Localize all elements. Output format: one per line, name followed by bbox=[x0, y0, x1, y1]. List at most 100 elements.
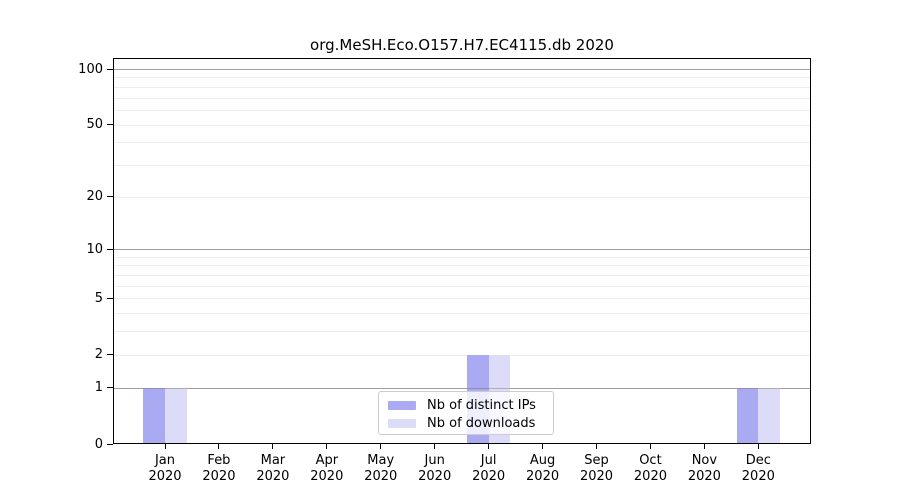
minor-gridline bbox=[113, 97, 811, 99]
bar-nb-of-distinct-ips bbox=[143, 387, 165, 444]
x-tick-mark bbox=[703, 444, 705, 449]
x-tick-label: Oct 2020 bbox=[618, 453, 682, 484]
x-tick-year: 2020 bbox=[741, 468, 775, 484]
x-tick-month: Jul bbox=[480, 453, 497, 468]
x-tick-month: Aug bbox=[529, 453, 556, 468]
x-tick-mark bbox=[380, 444, 382, 449]
major-gridline bbox=[113, 249, 811, 251]
x-tick-mark bbox=[164, 444, 166, 449]
minor-gridline bbox=[113, 109, 811, 111]
y-tick-label: 5 bbox=[94, 290, 103, 306]
x-tick-year: 2020 bbox=[364, 468, 398, 484]
bar-nb-of-downloads bbox=[758, 387, 781, 444]
major-gridline-over bbox=[113, 69, 811, 70]
minor-gridline bbox=[113, 164, 811, 166]
x-tick-mark bbox=[218, 444, 220, 449]
x-tick-month: Jun bbox=[424, 453, 445, 468]
x-tick-label: May 2020 bbox=[349, 453, 413, 484]
y-tick-label: 20 bbox=[86, 189, 103, 205]
x-tick-month: Apr bbox=[315, 453, 339, 468]
x-tick-month: Nov bbox=[691, 453, 718, 468]
minor-gridline bbox=[113, 331, 811, 333]
legend-swatch bbox=[388, 419, 416, 428]
x-tick-label: Jul 2020 bbox=[457, 453, 521, 484]
x-tick-month: Jan bbox=[154, 453, 176, 468]
x-tick-month: Mar bbox=[260, 453, 286, 468]
major-gridline bbox=[113, 387, 811, 389]
x-tick-label: Aug 2020 bbox=[511, 453, 575, 484]
y-tick-label: 0 bbox=[94, 436, 103, 452]
x-tick-mark bbox=[542, 444, 544, 449]
x-tick-year: 2020 bbox=[202, 468, 236, 484]
minor-gridline bbox=[113, 77, 811, 79]
minor-gridline bbox=[113, 285, 811, 287]
x-tick-label: Feb 2020 bbox=[187, 453, 251, 484]
x-tick-year: 2020 bbox=[526, 468, 560, 484]
minor-gridline bbox=[113, 142, 811, 144]
x-tick-mark bbox=[326, 444, 328, 449]
chart-title: org.MeSH.Eco.O157.H7.EC4115.db 2020 bbox=[310, 36, 614, 54]
x-tick-mark bbox=[488, 444, 490, 449]
legend: Nb of distinct IPs Nb of downloads bbox=[378, 391, 554, 435]
y-tick-mark bbox=[107, 68, 113, 70]
x-tick-label: Sep 2020 bbox=[565, 453, 629, 484]
y-tick-mark bbox=[107, 387, 113, 389]
y-tick-mark bbox=[107, 124, 113, 126]
x-tick-month: Oct bbox=[639, 453, 662, 468]
legend-item: Nb of distinct IPs bbox=[379, 396, 553, 414]
major-gridline-overlay bbox=[113, 58, 811, 444]
legend-item: Nb of downloads bbox=[379, 415, 553, 433]
major-gridline bbox=[113, 69, 811, 70]
bar-nb-of-distinct-ips bbox=[736, 387, 759, 444]
x-tick-year: 2020 bbox=[633, 468, 667, 484]
x-tick-year: 2020 bbox=[687, 468, 721, 484]
y-tick-label: 10 bbox=[86, 241, 103, 257]
minor-gridline bbox=[113, 86, 811, 88]
x-tick-label: Jun 2020 bbox=[403, 453, 467, 484]
x-tick-month: Sep bbox=[584, 453, 609, 468]
major-gridline-over bbox=[113, 387, 811, 389]
y-tick-mark bbox=[107, 297, 113, 299]
minor-gridline bbox=[113, 313, 811, 315]
grid-layer bbox=[113, 58, 811, 444]
x-tick-year: 2020 bbox=[148, 468, 182, 484]
x-tick-label: Dec 2020 bbox=[726, 453, 790, 484]
minor-gridline bbox=[113, 265, 811, 267]
x-tick-mark bbox=[272, 444, 274, 449]
x-tick-label: Jan 2020 bbox=[133, 453, 197, 484]
x-tick-year: 2020 bbox=[418, 468, 452, 484]
minor-gridline bbox=[113, 196, 811, 198]
x-tick-month: Dec bbox=[745, 453, 771, 468]
x-tick-year: 2020 bbox=[579, 468, 614, 484]
x-tick-year: 2020 bbox=[310, 468, 344, 484]
minor-gridline bbox=[113, 298, 811, 300]
bar-nb-of-downloads bbox=[165, 387, 187, 444]
major-gridline-over bbox=[113, 249, 811, 251]
x-tick-mark bbox=[434, 444, 436, 449]
x-tick-label: Mar 2020 bbox=[241, 453, 305, 484]
y-tick-mark bbox=[107, 196, 113, 198]
y-tick-mark bbox=[107, 248, 113, 250]
y-tick-label: 50 bbox=[86, 117, 103, 133]
x-tick-month: Feb bbox=[207, 453, 231, 468]
y-tick-label: 100 bbox=[78, 61, 103, 77]
y-tick-label: 1 bbox=[94, 380, 103, 396]
minor-gridline bbox=[113, 124, 811, 126]
minor-gridline bbox=[113, 256, 811, 258]
minor-gridline bbox=[113, 275, 811, 277]
y-tick-label: 2 bbox=[94, 347, 103, 363]
y-tick-mark bbox=[107, 443, 113, 445]
minor-gridline bbox=[113, 354, 811, 356]
legend-label: Nb of downloads bbox=[427, 416, 536, 431]
legend-swatch bbox=[388, 400, 416, 410]
x-tick-mark bbox=[649, 444, 651, 449]
y-tick-mark bbox=[107, 354, 113, 356]
x-tick-mark bbox=[596, 444, 598, 449]
legend-label: Nb of distinct IPs bbox=[427, 397, 536, 413]
x-tick-label: Apr 2020 bbox=[295, 453, 359, 484]
x-tick-label: Nov 2020 bbox=[672, 453, 736, 484]
x-tick-year: 2020 bbox=[256, 468, 290, 484]
x-tick-month: May bbox=[367, 453, 395, 468]
x-tick-mark bbox=[757, 444, 759, 449]
